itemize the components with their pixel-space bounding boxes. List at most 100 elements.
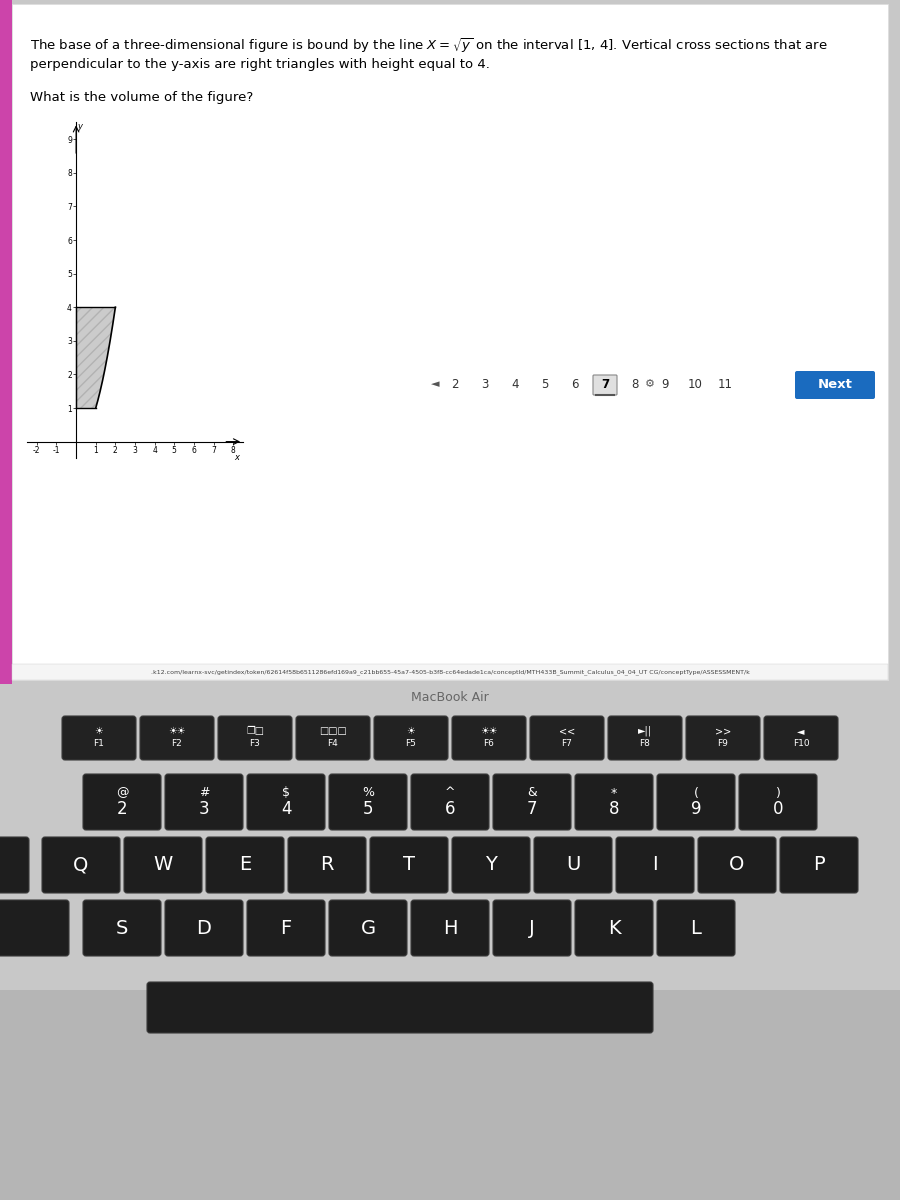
Text: %: % (362, 786, 374, 799)
Text: F: F (281, 918, 292, 937)
Text: F2: F2 (172, 739, 183, 749)
Text: #: # (199, 786, 209, 799)
Text: Y: Y (485, 856, 497, 875)
Text: 10: 10 (688, 378, 702, 390)
FancyBboxPatch shape (795, 371, 875, 398)
Text: 11: 11 (717, 378, 733, 390)
Text: perpendicular to the y-axis are right triangles with height equal to 4.: perpendicular to the y-axis are right tr… (30, 58, 490, 71)
FancyBboxPatch shape (124, 838, 202, 893)
Text: 9: 9 (662, 378, 669, 390)
FancyBboxPatch shape (147, 982, 653, 1033)
FancyBboxPatch shape (42, 838, 120, 893)
FancyBboxPatch shape (62, 716, 136, 760)
Text: 4: 4 (281, 800, 292, 818)
FancyBboxPatch shape (329, 900, 407, 956)
FancyBboxPatch shape (296, 716, 370, 760)
FancyBboxPatch shape (374, 716, 448, 760)
Text: F3: F3 (249, 739, 260, 749)
FancyBboxPatch shape (780, 838, 858, 893)
Bar (0, 0, 12, 684)
Text: J: J (529, 918, 535, 937)
FancyBboxPatch shape (575, 900, 653, 956)
FancyBboxPatch shape (140, 716, 214, 760)
Text: F4: F4 (328, 739, 338, 749)
Text: L: L (690, 918, 701, 937)
Text: 6: 6 (572, 378, 579, 390)
Text: 0: 0 (773, 800, 783, 818)
FancyBboxPatch shape (739, 774, 817, 830)
Text: W: W (153, 856, 173, 875)
Bar (0, 990, 900, 1200)
Text: T: T (403, 856, 415, 875)
FancyBboxPatch shape (534, 838, 612, 893)
Text: $V = \dfrac{22}{3}$: $V = \dfrac{22}{3}$ (58, 211, 112, 247)
Text: $V = \dfrac{16}{3}$: $V = \dfrac{16}{3}$ (58, 167, 112, 202)
FancyBboxPatch shape (411, 774, 489, 830)
Circle shape (31, 222, 45, 236)
FancyBboxPatch shape (12, 4, 888, 680)
Text: S: S (116, 918, 128, 937)
Text: 2: 2 (117, 800, 127, 818)
FancyBboxPatch shape (452, 716, 526, 760)
FancyBboxPatch shape (657, 900, 735, 956)
Text: ►||: ►|| (638, 726, 652, 737)
Bar (12, 664, 888, 680)
Text: F7: F7 (562, 739, 572, 749)
Text: ☀: ☀ (407, 726, 416, 736)
Text: ☀: ☀ (94, 726, 104, 736)
FancyBboxPatch shape (764, 716, 838, 760)
Text: 9: 9 (691, 800, 701, 818)
FancyBboxPatch shape (247, 774, 325, 830)
FancyBboxPatch shape (165, 774, 243, 830)
Text: K: K (608, 918, 620, 937)
Text: ☀☀: ☀☀ (168, 726, 185, 736)
Text: What is the volume of the figure?: What is the volume of the figure? (30, 91, 253, 104)
FancyBboxPatch shape (493, 900, 571, 956)
Text: .k12.com/learnx-svc/getindex/token/62614f58b6511286efd169a9_c21bb655-45a7-4505-b: .k12.com/learnx-svc/getindex/token/62614… (150, 670, 750, 674)
Text: F8: F8 (640, 739, 651, 749)
FancyBboxPatch shape (411, 900, 489, 956)
FancyBboxPatch shape (657, 774, 735, 830)
Text: 5: 5 (363, 800, 374, 818)
Text: y: y (77, 122, 82, 131)
Text: ): ) (776, 786, 780, 799)
Circle shape (31, 269, 45, 283)
Text: x: x (235, 454, 239, 462)
Text: @: @ (116, 786, 128, 799)
FancyBboxPatch shape (608, 716, 682, 760)
Text: H: H (443, 918, 457, 937)
Text: R: R (320, 856, 334, 875)
FancyBboxPatch shape (83, 900, 161, 956)
Text: 6: 6 (445, 800, 455, 818)
Text: ◄: ◄ (431, 379, 439, 389)
Text: $V = \dfrac{32}{3}$: $V = \dfrac{32}{3}$ (58, 306, 112, 342)
Text: G: G (360, 918, 375, 937)
Text: 7: 7 (526, 800, 537, 818)
Text: (: ( (694, 786, 698, 799)
FancyBboxPatch shape (493, 774, 571, 830)
Text: The base of a three-dimensional figure is bound by the line $X = \sqrt{y}$ on th: The base of a three-dimensional figure i… (30, 36, 828, 55)
Circle shape (31, 176, 45, 191)
Text: F5: F5 (406, 739, 417, 749)
Text: $V = \dfrac{28}{3}$: $V = \dfrac{28}{3}$ (58, 258, 112, 294)
Text: F1: F1 (94, 739, 104, 749)
Text: U: U (566, 856, 580, 875)
FancyBboxPatch shape (329, 774, 407, 830)
Text: 7: 7 (601, 378, 609, 390)
FancyBboxPatch shape (698, 838, 776, 893)
FancyBboxPatch shape (686, 716, 760, 760)
FancyBboxPatch shape (247, 900, 325, 956)
FancyBboxPatch shape (370, 838, 448, 893)
Text: F9: F9 (717, 739, 728, 749)
FancyBboxPatch shape (593, 374, 617, 395)
Text: ^: ^ (445, 786, 455, 799)
FancyBboxPatch shape (218, 716, 292, 760)
Text: *: * (611, 786, 617, 799)
FancyBboxPatch shape (452, 838, 530, 893)
Text: >>: >> (715, 726, 731, 736)
Text: F10: F10 (793, 739, 809, 749)
FancyBboxPatch shape (83, 774, 161, 830)
Text: ◄: ◄ (797, 726, 805, 736)
Text: I: I (652, 856, 658, 875)
Text: 2: 2 (451, 378, 459, 390)
